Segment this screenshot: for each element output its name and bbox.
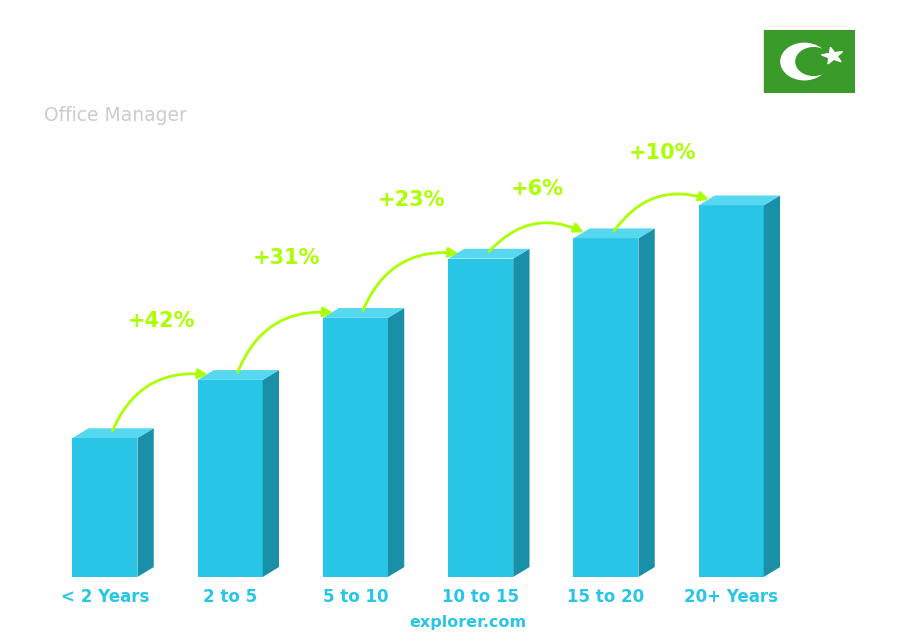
Polygon shape xyxy=(764,196,780,577)
Polygon shape xyxy=(573,228,655,238)
Text: 90,800 PKR: 90,800 PKR xyxy=(438,238,510,251)
Polygon shape xyxy=(72,428,154,438)
Bar xyxy=(323,318,388,577)
Bar xyxy=(573,238,638,577)
Text: 39,600 PKR: 39,600 PKR xyxy=(63,417,135,430)
Bar xyxy=(764,30,855,93)
Text: 96,600 PKR: 96,600 PKR xyxy=(563,217,635,230)
Bar xyxy=(198,380,263,577)
Text: 73,900 PKR: 73,900 PKR xyxy=(313,297,385,310)
Text: +31%: +31% xyxy=(253,248,320,269)
Text: 56,200 PKR: 56,200 PKR xyxy=(188,359,260,372)
Polygon shape xyxy=(323,308,404,318)
Bar xyxy=(734,30,764,93)
Polygon shape xyxy=(388,308,404,577)
Text: Average Monthly Salary: Average Monthly Salary xyxy=(857,282,870,423)
Polygon shape xyxy=(638,228,655,577)
Text: +10%: +10% xyxy=(628,143,696,163)
Text: Salary Comparison By Experience: Salary Comparison By Experience xyxy=(44,70,595,98)
Text: +6%: +6% xyxy=(510,179,563,199)
Text: Office Manager: Office Manager xyxy=(44,106,187,125)
Text: salary: salary xyxy=(355,615,410,630)
Polygon shape xyxy=(822,47,842,64)
Polygon shape xyxy=(698,196,780,205)
Bar xyxy=(448,258,513,577)
Polygon shape xyxy=(198,370,279,380)
Text: 106,000 PKR: 106,000 PKR xyxy=(685,184,765,197)
Bar xyxy=(698,205,764,577)
Circle shape xyxy=(796,47,832,76)
Polygon shape xyxy=(138,428,154,577)
Text: explorer.com: explorer.com xyxy=(410,615,526,630)
Circle shape xyxy=(781,44,828,79)
Polygon shape xyxy=(448,249,529,258)
Text: +42%: +42% xyxy=(128,312,195,331)
Polygon shape xyxy=(513,249,529,577)
Polygon shape xyxy=(263,370,279,577)
Text: +23%: +23% xyxy=(378,190,446,210)
Bar xyxy=(72,438,138,577)
